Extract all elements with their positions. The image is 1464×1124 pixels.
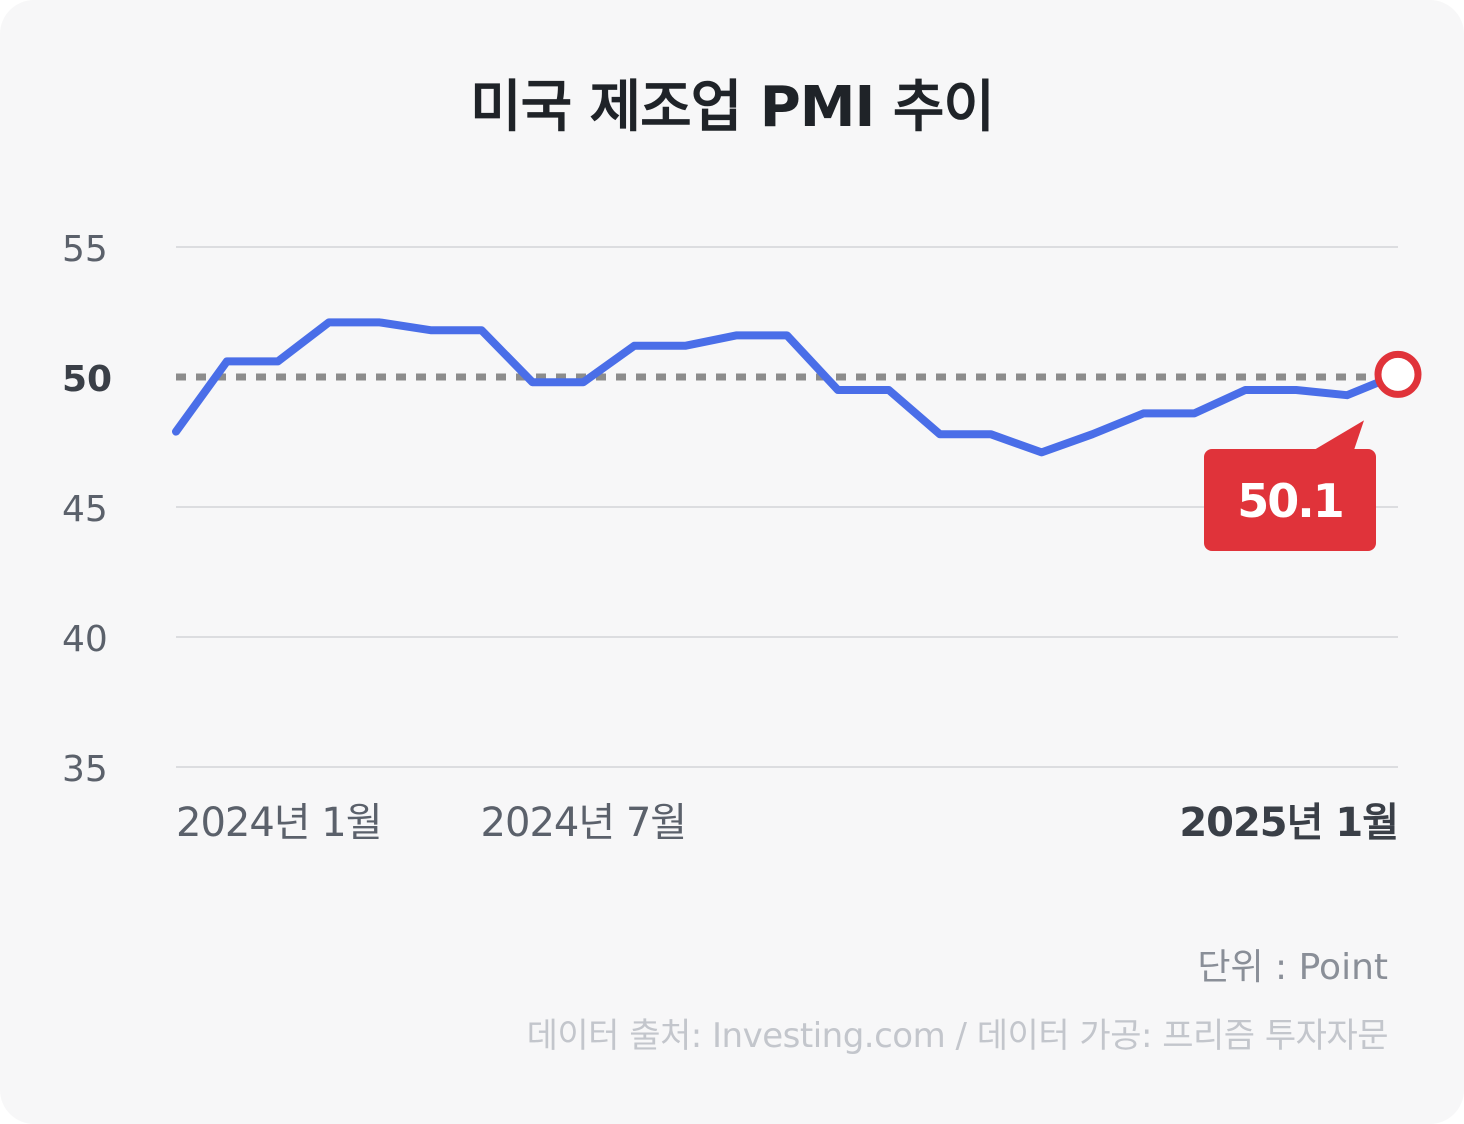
x-tick-label: 2024년 7월 <box>481 800 687 846</box>
x-tick-label: 2025년 1월 <box>1179 800 1398 846</box>
y-axis-ticks: 55 50 45 40 35 <box>62 229 112 790</box>
source-label: 데이터 출처: Investing.com / 데이터 가공: 프리즘 투자자문 <box>526 1016 1389 1056</box>
y-tick-label: 55 <box>62 229 108 270</box>
callout-value-label: 50.1 <box>1237 474 1343 528</box>
highlight-marker <box>1374 350 1422 398</box>
y-tick-label: 50 <box>62 359 112 400</box>
unit-label: 단위 : Point <box>1197 947 1388 988</box>
y-tick-label: 45 <box>62 489 108 530</box>
y-tick-label: 40 <box>62 619 108 660</box>
callout-pointer <box>1314 420 1364 450</box>
x-axis-ticks: 2024년 1월 2024년 7월 2025년 1월 <box>176 800 1399 846</box>
callout-box <box>1204 449 1376 551</box>
y-tick-label: 35 <box>62 749 108 790</box>
highlight-group: 50.1 <box>1204 350 1422 551</box>
chart-title: 미국 제조업 PMI 추이 <box>470 75 995 140</box>
series-line <box>172 318 1402 457</box>
series-group <box>172 318 1402 457</box>
gridlines <box>176 246 1398 768</box>
x-tick-label: 2024년 1월 <box>176 800 382 846</box>
